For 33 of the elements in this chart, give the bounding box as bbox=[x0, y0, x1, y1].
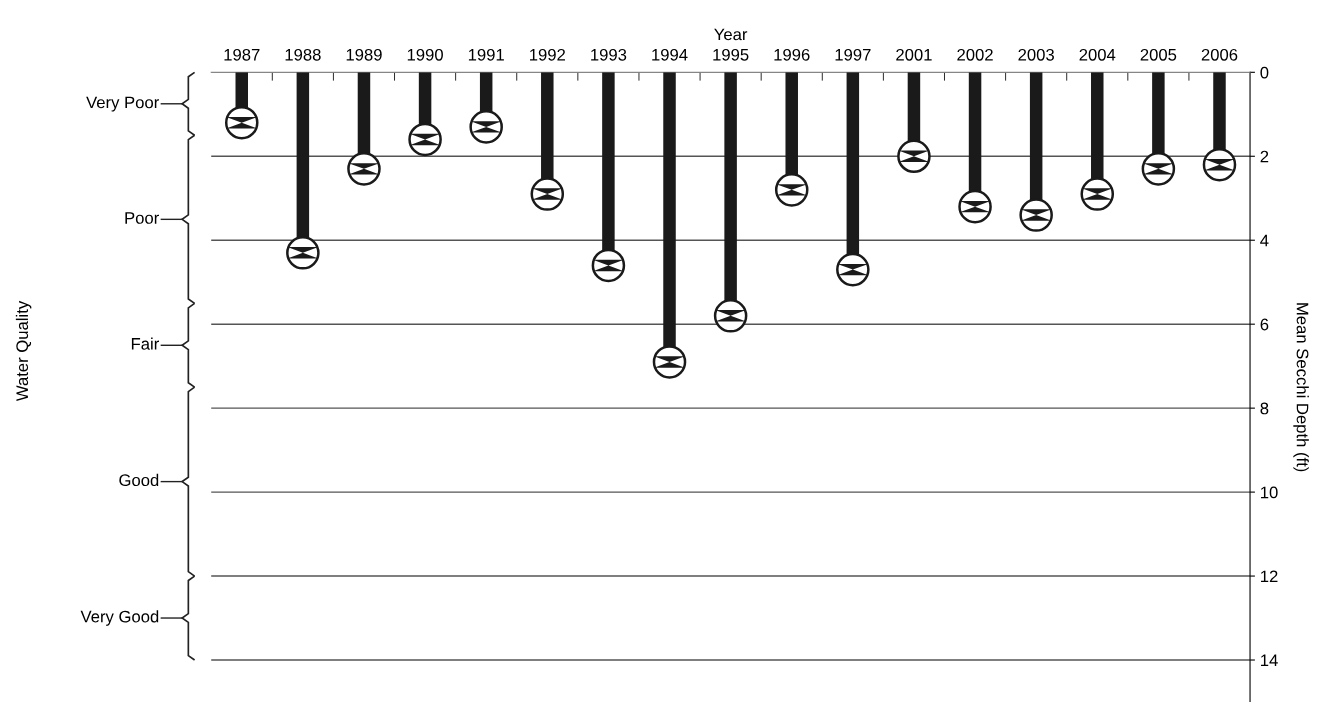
x-axis-title: Year bbox=[714, 28, 748, 41]
x-tick-label: 1989 bbox=[346, 48, 382, 61]
x-tick-label: 1995 bbox=[713, 48, 749, 61]
x-tick-label: 2006 bbox=[1201, 48, 1238, 61]
y-axis-title: Mean Secchi Depth (ft) bbox=[1293, 303, 1309, 472]
x-tick-label: 2001 bbox=[896, 48, 932, 61]
y-tick-label: 12 bbox=[1261, 570, 1278, 583]
y-tick-label: 4 bbox=[1260, 234, 1269, 247]
x-tick-label: 1996 bbox=[774, 48, 810, 61]
y-tick-label: 8 bbox=[1260, 402, 1269, 415]
x-tick-label: 2004 bbox=[1079, 48, 1116, 61]
text: Water Quality bbox=[15, 300, 32, 402]
x-tick-label: 1994 bbox=[652, 48, 688, 61]
y-tick-label: 6 bbox=[1260, 318, 1269, 331]
y-tick-label: 2 bbox=[1260, 150, 1269, 163]
x-tick-label: 1993 bbox=[591, 48, 627, 61]
text: Fair bbox=[131, 337, 159, 350]
y-tick-label: 14 bbox=[1261, 654, 1278, 667]
x-tick-label: 1997 bbox=[835, 48, 871, 61]
x-tick-label: 2002 bbox=[957, 48, 993, 61]
x-tick-label: 1990 bbox=[407, 48, 443, 61]
y-tick-label: 10 bbox=[1261, 486, 1278, 499]
text: Very Good bbox=[80, 610, 159, 626]
y-tick-label: 0 bbox=[1260, 66, 1269, 79]
text: Poor bbox=[125, 212, 159, 224]
x-tick-label: 1991 bbox=[468, 48, 504, 61]
text: Good bbox=[119, 473, 159, 487]
text: Very Poor bbox=[86, 96, 159, 112]
x-tick-label: 1987 bbox=[224, 48, 260, 61]
x-tick-label: 2003 bbox=[1018, 48, 1054, 61]
x-tick-label: 1988 bbox=[285, 48, 321, 61]
x-tick-label: 2005 bbox=[1140, 48, 1177, 61]
x-tick-label: 1992 bbox=[530, 48, 565, 61]
